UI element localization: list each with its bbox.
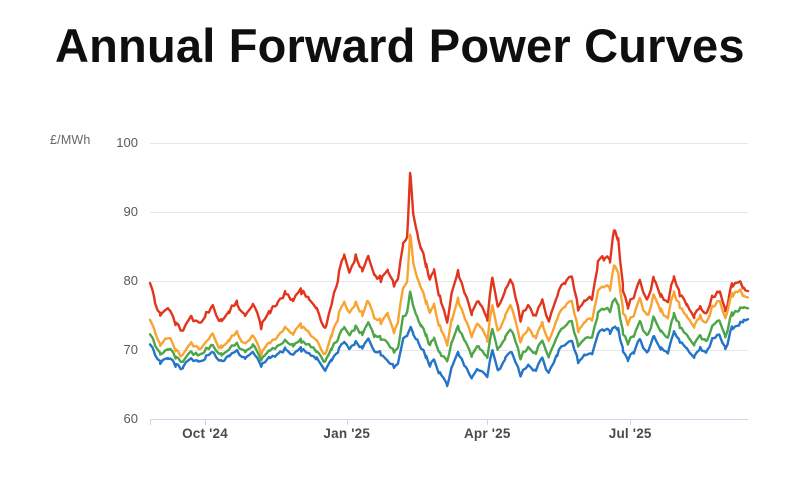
y-axis-tick-label: 60	[123, 411, 138, 426]
y-axis-tick-label: 100	[116, 135, 138, 150]
x-axis-tick-label: Jan '25	[323, 426, 371, 441]
x-axis-tick-label: Oct '24	[182, 426, 228, 441]
series-line-green	[148, 290, 750, 363]
series-line-red	[148, 171, 750, 332]
series-line-blue	[148, 318, 750, 388]
chart-title: Annual Forward Power Curves	[55, 19, 745, 72]
y-axis-tick-label: 70	[123, 342, 138, 357]
series-line-orange	[148, 233, 750, 358]
y-axis-unit-label: £/MWh	[50, 133, 91, 147]
y-axis-tick-label: 80	[123, 273, 138, 288]
y-axis-tick-label: 90	[123, 204, 138, 219]
x-axis-tick-label: Jul '25	[608, 426, 652, 441]
x-axis-tick-label: Apr '25	[463, 426, 511, 441]
